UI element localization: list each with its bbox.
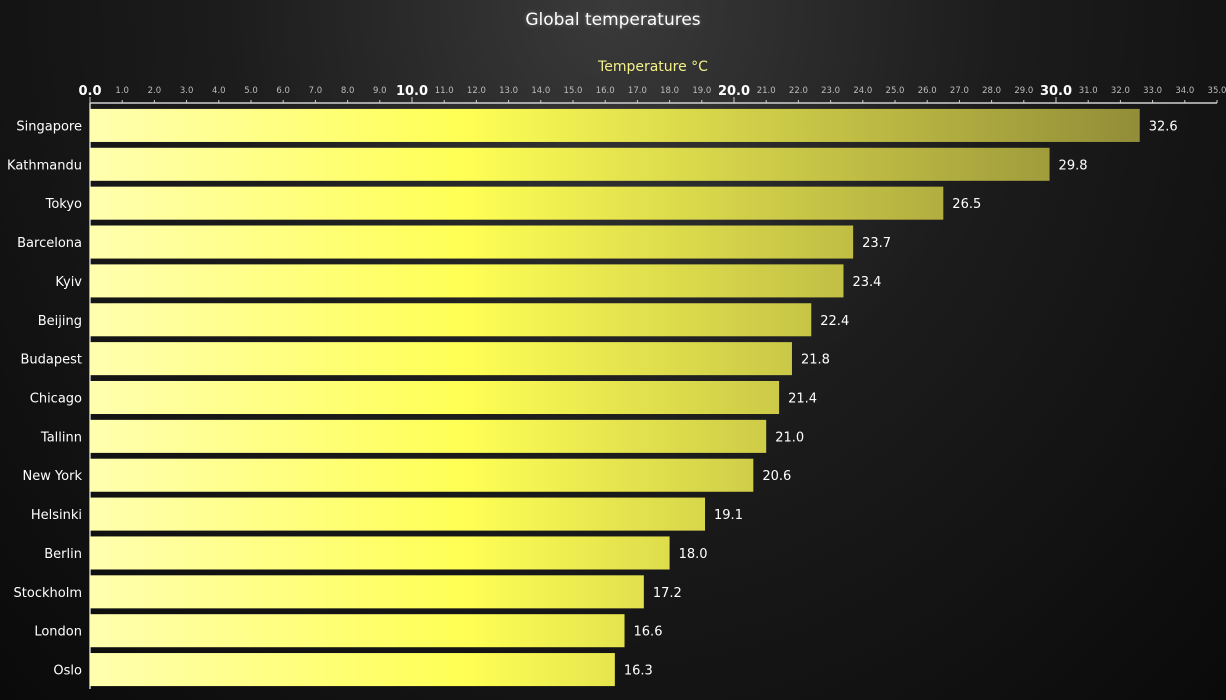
- y-tick-label: Barcelona: [17, 236, 82, 251]
- x-tick-label: 29.0: [1014, 86, 1033, 96]
- y-tick-label: Kathmandu: [7, 158, 82, 173]
- data-label: 22.4: [820, 314, 849, 329]
- bar: [90, 575, 644, 609]
- bar: [90, 419, 767, 453]
- data-label: 23.7: [862, 236, 891, 251]
- x-tick-label: 15.0: [564, 86, 583, 96]
- bar: [90, 614, 625, 648]
- bar: [90, 147, 1050, 181]
- bars: [90, 108, 1140, 687]
- bar: [90, 653, 615, 687]
- bar: [90, 225, 854, 259]
- y-tick-label: Singapore: [16, 119, 82, 134]
- x-tick-label: 14.0: [531, 86, 550, 96]
- x-tick-label: 35.0: [1208, 86, 1226, 96]
- x-tick-label: 25.0: [886, 86, 905, 96]
- y-tick-label: London: [34, 625, 82, 640]
- x-tick-label: 22.0: [789, 86, 808, 96]
- y-tick-label: New York: [22, 469, 82, 484]
- x-tick-label: 3.0: [180, 86, 194, 96]
- data-label: 17.2: [653, 586, 682, 601]
- x-tick-label: 17.0: [628, 86, 647, 96]
- bar: [90, 536, 670, 570]
- x-tick-label: 1.0: [115, 86, 129, 96]
- y-tick-label: Budapest: [21, 353, 83, 368]
- x-tick-label: 20.0: [718, 84, 750, 99]
- bar: [90, 264, 844, 298]
- x-tick-label: 8.0: [341, 86, 355, 96]
- data-label: 18.0: [679, 547, 708, 562]
- y-tick-label: Kyiv: [55, 275, 82, 290]
- x-tick-label: 4.0: [212, 86, 226, 96]
- data-label: 32.6: [1149, 119, 1178, 134]
- chart-title: Global temperatures: [525, 10, 701, 30]
- x-tick-label: 6.0: [276, 86, 290, 96]
- y-tick-label: Helsinki: [31, 508, 82, 523]
- y-tick-label: Chicago: [30, 392, 82, 407]
- x-tick-label: 26.0: [918, 86, 937, 96]
- data-label: 21.0: [775, 430, 804, 445]
- labels: 32.6 Singapore 29.8 Kathmandu 26.5 Tokyo 23.7 B…: [7, 119, 1178, 678]
- x-tick-label: 21.0: [757, 86, 776, 96]
- data-label: 20.6: [762, 469, 791, 484]
- data-label: 23.4: [852, 275, 881, 290]
- data-label: 29.8: [1059, 158, 1088, 173]
- data-label: 19.1: [714, 508, 743, 523]
- x-tick-label: 23.0: [821, 86, 840, 96]
- x-tick-label: 12.0: [467, 86, 486, 96]
- x-tick-label: 30.0: [1040, 84, 1072, 99]
- x-tick-label: 11.0: [435, 86, 454, 96]
- x-tick-label: 10.0: [396, 84, 428, 99]
- x-tick-label: 24.0: [853, 86, 872, 96]
- data-label: 16.3: [624, 664, 653, 679]
- y-tick-label: Stockholm: [14, 586, 82, 601]
- x-tick-label: 27.0: [950, 86, 969, 96]
- x-tick-label: 16.0: [596, 86, 615, 96]
- x-tick-label: 0.0: [78, 84, 101, 99]
- x-tick-label: 13.0: [499, 86, 518, 96]
- y-tick-label: Tokyo: [45, 197, 82, 212]
- y-tick-label: Oslo: [53, 664, 82, 679]
- x-tick-label: 19.0: [692, 86, 711, 96]
- x-tick-label: 9.0: [373, 86, 387, 96]
- data-label: 21.8: [801, 353, 830, 368]
- x-tick-label: 18.0: [660, 86, 679, 96]
- x-tick-label: 33.0: [1143, 86, 1162, 96]
- x-axis-title: Temperature °C: [597, 59, 708, 75]
- x-tick-label: 7.0: [309, 86, 323, 96]
- bar: [90, 186, 944, 220]
- x-tick-label: 32.0: [1111, 86, 1130, 96]
- bar: [90, 303, 812, 337]
- y-tick-label: Beijing: [38, 314, 82, 329]
- x-tick-label: 31.0: [1079, 86, 1098, 96]
- axes: 0.0 1.0 2.0 3.0 4.0 5.0 6.0 7.0 8.0 9.0 10.0 11.0 12…: [78, 84, 1226, 689]
- data-label: 21.4: [788, 392, 817, 407]
- bar: [90, 380, 780, 415]
- data-label: 16.6: [634, 625, 663, 640]
- data-label: 26.5: [952, 197, 981, 212]
- x-tick-label: 34.0: [1175, 86, 1194, 96]
- y-tick-label: Tallinn: [40, 430, 82, 445]
- bar: [90, 458, 754, 492]
- y-tick-label: Berlin: [44, 547, 82, 562]
- bar: [90, 108, 1140, 142]
- x-tick-label: 5.0: [244, 86, 258, 96]
- x-tick-label: 28.0: [982, 86, 1001, 96]
- bar: [90, 342, 792, 376]
- bar: [90, 497, 706, 531]
- x-tick-label: 2.0: [148, 86, 162, 96]
